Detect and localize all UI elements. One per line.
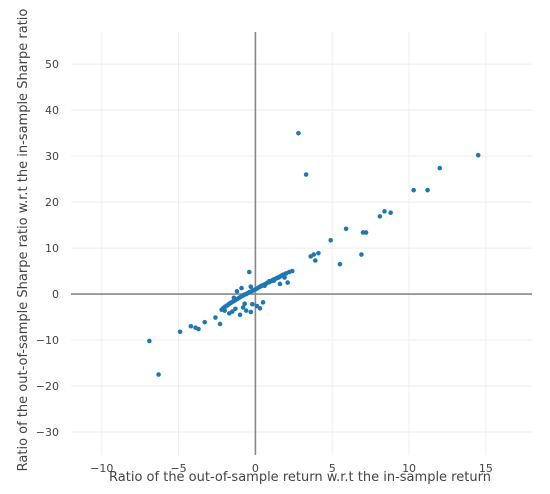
y-tick-label: −30	[36, 426, 59, 439]
data-point	[248, 284, 254, 290]
data-point	[239, 285, 244, 291]
data-point	[296, 130, 301, 136]
data-point	[377, 214, 383, 219]
data-point	[343, 226, 349, 232]
data-point	[266, 278, 272, 284]
data-point	[222, 308, 227, 313]
y-tick-label: 30	[45, 150, 59, 163]
y-tick-label: 40	[45, 104, 59, 117]
data-point	[237, 312, 243, 318]
data-point	[425, 187, 430, 193]
data-point	[363, 230, 369, 235]
x-tick-label: −10	[90, 462, 113, 475]
data-point	[411, 187, 416, 193]
x-tick-label: 10	[402, 462, 416, 475]
data-point	[311, 252, 317, 257]
data-point	[277, 281, 283, 287]
data-point	[233, 306, 238, 312]
y-tick-label: 50	[45, 58, 59, 71]
data-point	[217, 321, 223, 327]
y-tick-label: 20	[45, 196, 59, 209]
y-tick-label: 10	[45, 242, 59, 255]
data-point	[213, 315, 218, 320]
data-point	[388, 210, 393, 215]
x-tick-labels: −10 −5 0 5 10 15	[90, 462, 493, 475]
data-point	[271, 278, 277, 284]
x-tick-label: 15	[479, 462, 493, 475]
data-point	[282, 275, 287, 280]
data-points	[147, 130, 481, 377]
data-point	[262, 283, 267, 289]
y-axis-title: Ratio of the out-of-sample Sharpe ratio …	[16, 9, 31, 472]
x-tick-label: 5	[329, 462, 336, 475]
data-point	[337, 261, 343, 267]
data-point	[303, 172, 309, 177]
data-point	[234, 289, 240, 294]
data-point	[289, 268, 295, 274]
y-tick-labels: −30 −20 −10 0 10 20 30 40 50	[36, 58, 59, 439]
data-point	[382, 209, 387, 214]
y-tick-label: −10	[36, 334, 59, 347]
data-point	[316, 250, 321, 256]
x-axis-title: Ratio of the out-of-sample return w.r.t …	[109, 470, 491, 485]
data-point	[231, 295, 237, 301]
data-point	[243, 308, 249, 313]
data-point	[230, 309, 235, 314]
data-point	[156, 372, 161, 377]
data-point	[257, 306, 263, 311]
y-tick-label: −20	[36, 380, 59, 393]
data-point	[250, 301, 255, 307]
data-point	[240, 305, 246, 310]
data-point	[246, 269, 252, 275]
data-point	[147, 338, 152, 344]
grid-layer	[71, 32, 532, 455]
data-point	[242, 301, 247, 307]
x-tick-label: 0	[252, 462, 259, 475]
data-point	[475, 152, 481, 158]
x-tick-label: −5	[170, 462, 186, 475]
y-tick-label: 0	[52, 288, 59, 301]
data-point	[313, 258, 318, 263]
data-point	[248, 309, 254, 315]
data-point	[177, 329, 183, 335]
data-point	[202, 319, 207, 325]
data-point	[285, 280, 290, 285]
data-point	[359, 252, 364, 257]
data-point	[196, 326, 201, 332]
data-point	[328, 237, 333, 243]
data-point	[260, 300, 266, 305]
zero-lines	[71, 32, 532, 455]
data-point	[188, 323, 194, 329]
data-point	[437, 165, 443, 171]
